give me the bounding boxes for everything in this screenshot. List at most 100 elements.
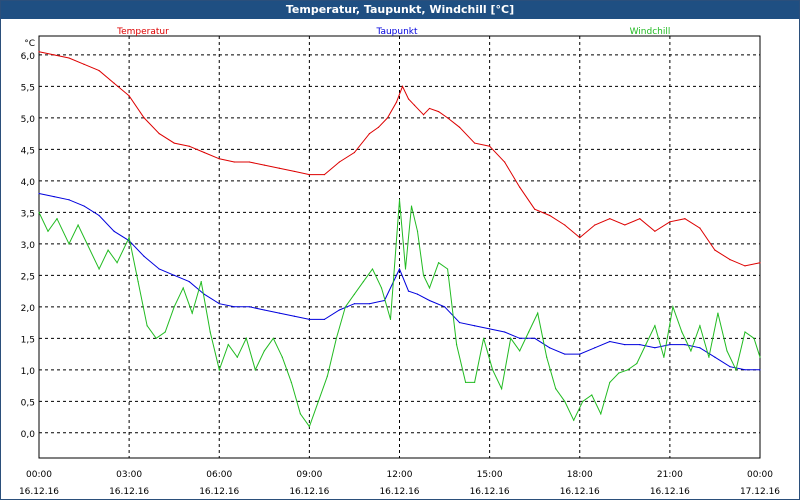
data-point-windchill <box>245 337 247 339</box>
data-point-windchill <box>699 325 701 327</box>
data-point-windchill <box>389 318 392 321</box>
x-tick-date: 16.12.16 <box>109 487 149 497</box>
data-point-taupunkt <box>38 192 40 195</box>
data-point-taupunkt <box>323 318 325 321</box>
data-point-temperatur <box>278 167 280 169</box>
data-point-temperatur <box>669 221 671 223</box>
data-point-taupunkt <box>158 268 160 270</box>
data-point-temperatur <box>609 218 611 220</box>
data-point-taupunkt <box>98 214 100 217</box>
data-point-temperatur <box>594 224 596 226</box>
data-point-windchill <box>308 425 310 428</box>
data-point-windchill <box>483 337 485 339</box>
data-point-temperatur <box>729 258 731 261</box>
data-point-windchill <box>555 388 557 390</box>
data-point-windchill <box>416 230 419 232</box>
data-point-temperatur <box>338 161 341 163</box>
data-point-temperatur <box>699 227 701 229</box>
data-point-taupunkt <box>624 344 626 346</box>
legend-temperatur: Temperatur <box>116 27 169 37</box>
data-point-temperatur <box>534 208 536 210</box>
data-point-windchill <box>636 362 638 365</box>
data-point-temperatur <box>353 151 356 154</box>
data-point-temperatur <box>564 224 566 226</box>
data-point-windchill <box>464 381 467 384</box>
y-tick-label: 6,0 <box>21 52 36 62</box>
data-point-taupunkt <box>428 299 431 302</box>
data-point-windchill <box>107 249 109 251</box>
data-point-windchill <box>428 287 431 289</box>
data-point-taupunkt <box>338 309 341 311</box>
data-point-temperatur <box>386 117 389 119</box>
data-point-temperatur <box>639 218 641 220</box>
data-point-windchill <box>200 281 202 283</box>
y-tick-label: 1,5 <box>21 335 35 345</box>
data-point-taupunkt <box>534 337 536 339</box>
data-point-temperatur <box>654 230 656 232</box>
data-point-windchill <box>272 337 274 339</box>
y-tick-label: 2,0 <box>21 304 36 314</box>
data-point-taupunkt <box>489 328 491 330</box>
data-point-windchill <box>753 337 755 339</box>
data-point-windchill <box>344 306 347 308</box>
y-tick-label: 4,5 <box>21 146 35 156</box>
data-point-taupunkt <box>519 337 521 339</box>
data-point-windchill <box>582 400 584 402</box>
data-point-temperatur <box>437 110 440 113</box>
data-point-taupunkt <box>458 321 461 324</box>
legend-taupunkt: Taupunkt <box>375 27 418 37</box>
data-point-taupunkt <box>353 303 356 305</box>
data-point-temperatur <box>744 265 746 267</box>
data-point-windchill <box>591 394 593 396</box>
data-point-windchill <box>645 344 647 346</box>
data-point-temperatur <box>218 158 220 160</box>
x-tick-date: 17.12.16 <box>740 487 780 497</box>
data-point-windchill <box>155 337 157 339</box>
data-point-windchill <box>410 205 413 207</box>
data-point-windchill <box>474 381 476 384</box>
data-point-taupunkt <box>684 344 686 346</box>
x-tick-date: 16.12.16 <box>470 487 510 497</box>
data-point-temperatur <box>188 145 190 147</box>
data-point-temperatur <box>624 224 626 226</box>
data-point-temperatur <box>233 161 235 163</box>
data-point-taupunkt <box>407 290 410 292</box>
data-point-taupunkt <box>654 347 656 349</box>
data-point-temperatur <box>323 173 325 176</box>
x-tick-date: 16.12.16 <box>379 487 419 497</box>
data-point-windchill <box>227 344 229 346</box>
data-point-temperatur <box>368 133 371 135</box>
data-point-temperatur <box>458 126 461 128</box>
data-point-taupunkt <box>278 312 280 314</box>
x-tick-date: 16.12.16 <box>289 487 329 497</box>
data-point-windchill <box>236 356 238 358</box>
data-point-windchill <box>191 312 193 314</box>
data-point-temperatur <box>579 236 581 239</box>
window-title: Temperatur, Taupunkt, Windchill [°C] <box>1 1 799 19</box>
data-point-windchill <box>56 218 58 220</box>
data-point-windchill <box>77 224 79 226</box>
data-point-windchill <box>218 369 220 371</box>
data-point-windchill <box>501 388 503 390</box>
data-point-windchill <box>546 356 548 358</box>
data-point-windchill <box>299 413 301 415</box>
data-point-taupunkt <box>759 369 761 371</box>
data-point-windchill <box>38 211 40 213</box>
data-point-temperatur <box>128 95 130 97</box>
data-point-windchill <box>437 262 440 264</box>
data-point-windchill <box>326 375 328 377</box>
y-tick-label: 2,5 <box>21 272 35 282</box>
series-line-taupunkt <box>38 193 760 371</box>
data-point-temperatur <box>308 173 310 176</box>
data-point-windchill <box>600 413 602 415</box>
data-point-taupunkt <box>714 356 716 358</box>
data-point-taupunkt <box>744 369 746 371</box>
data-point-taupunkt <box>398 268 401 270</box>
data-point-temperatur <box>143 117 145 119</box>
data-point-windchill <box>537 312 539 314</box>
data-point-windchill <box>627 369 629 371</box>
data-point-windchill <box>362 281 365 283</box>
x-tick-time: 12:00 <box>387 470 413 480</box>
data-point-windchill <box>137 281 139 283</box>
